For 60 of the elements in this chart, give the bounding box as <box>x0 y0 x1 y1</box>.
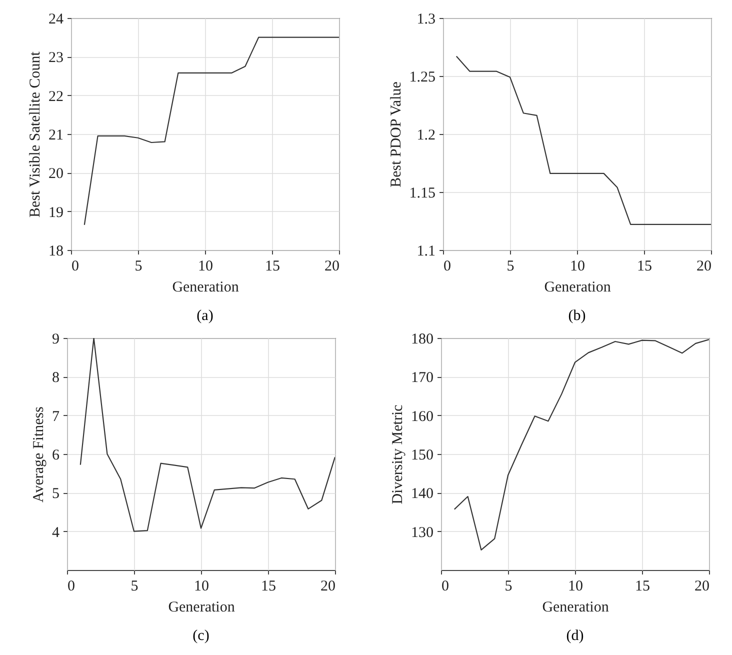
y-tick-label: 1.3 <box>416 12 435 28</box>
y-tick-label: 160 <box>410 408 433 425</box>
x-tick-label: 15 <box>634 578 650 594</box>
line-series <box>453 338 708 550</box>
y-tick-label: 6 <box>52 448 60 464</box>
y-tick-label: 19 <box>48 204 63 221</box>
x-tick-label: 10 <box>198 258 212 274</box>
y-tick-label: 23 <box>48 50 63 66</box>
y-tick-label: 1.1 <box>416 244 435 260</box>
x-axis-title: Generation <box>168 600 236 616</box>
y-tick-label: 180 <box>410 332 433 348</box>
y-tick-label: 20 <box>48 166 63 182</box>
x-tick-label: 5 <box>506 258 514 274</box>
y-axis-title: Average Fitness <box>31 406 47 502</box>
text: (b) <box>568 308 586 324</box>
text: (a) <box>196 308 213 324</box>
x-tick-label: 15 <box>264 258 280 274</box>
y-tick-label: 140 <box>410 486 433 502</box>
x-axis-title: Generation <box>544 280 611 296</box>
y-tick-label: 5 <box>52 486 60 502</box>
x-tick-label: 0 <box>443 258 450 274</box>
x-tick-label: 10 <box>568 578 582 594</box>
y-tick-label: 24 <box>48 12 64 28</box>
x-tick-label: 0 <box>441 578 448 594</box>
y-tick-label: 7 <box>52 408 60 425</box>
x-tick-label: 15 <box>261 578 276 594</box>
x-tick-label: 10 <box>194 578 209 594</box>
y-tick-label: 150 <box>410 448 433 464</box>
line-series <box>80 338 335 532</box>
y-tick-label: 21 <box>48 128 63 144</box>
x-tick-label: 20 <box>324 258 339 274</box>
y-tick-label: 9 <box>52 332 60 348</box>
x-tick-label: 5 <box>134 258 142 274</box>
y-axis-title: Best PDOP Value <box>388 81 404 188</box>
x-tick-label: 0 <box>71 258 78 274</box>
text: (d) <box>566 628 584 644</box>
line-series <box>455 56 710 226</box>
line-series <box>83 36 338 226</box>
y-tick-label: 1.25 <box>408 70 435 86</box>
y-tick-label: 1.2 <box>416 128 435 144</box>
y-tick-label: 4 <box>52 524 60 541</box>
x-axis-title: Generation <box>172 280 239 296</box>
x-tick-label: 5 <box>504 578 512 594</box>
text: (c) <box>192 628 210 644</box>
y-tick-label: 8 <box>52 370 60 386</box>
y-axis-title: Best Visible Satellite Count <box>27 50 43 218</box>
x-tick-label: 20 <box>694 578 709 594</box>
y-tick-label: 1.15 <box>408 186 435 202</box>
y-tick-label: 170 <box>410 370 433 386</box>
y-tick-label: 18 <box>48 244 63 260</box>
x-tick-label: 0 <box>68 578 75 594</box>
x-tick-label: 20 <box>696 258 711 274</box>
y-tick-label: 130 <box>410 524 433 541</box>
x-tick-label: 15 <box>636 258 652 274</box>
x-tick-label: 5 <box>130 578 138 594</box>
x-axis-title: Generation <box>542 600 609 616</box>
y-tick-label: 22 <box>48 88 63 105</box>
x-tick-label: 20 <box>320 578 336 594</box>
y-axis-title: Diversity Metric <box>390 404 406 504</box>
x-tick-label: 10 <box>570 258 584 274</box>
